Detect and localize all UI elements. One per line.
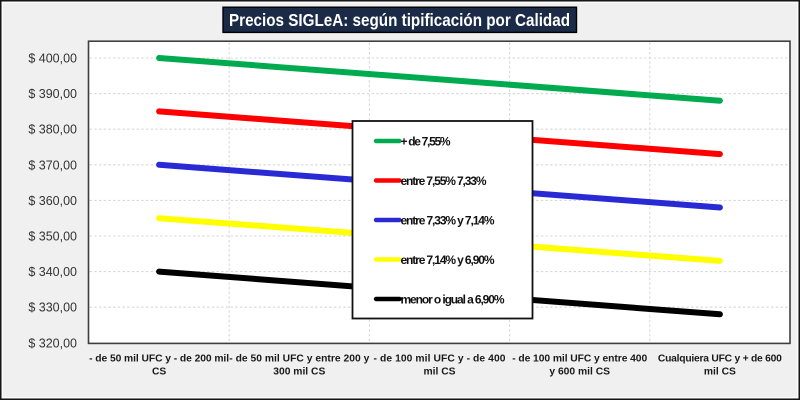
svg-text:mil CS: mil CS bbox=[423, 366, 455, 377]
svg-text:$ 390,00: $ 390,00 bbox=[28, 87, 77, 101]
svg-text:CS: CS bbox=[152, 366, 166, 377]
svg-text:mil CS: mil CS bbox=[704, 366, 736, 377]
svg-text:- de 100 mil UFC y entre 400: - de 100 mil UFC y entre 400 bbox=[512, 354, 647, 365]
svg-text:Cualquiera UFC y + de 600: Cualquiera UFC y + de 600 bbox=[658, 354, 782, 365]
svg-text:$ 330,00: $ 330,00 bbox=[28, 301, 77, 315]
svg-text:$ 360,00: $ 360,00 bbox=[28, 194, 77, 208]
svg-text:- de 50 mil UFC y entre 200 y: - de 50 mil UFC y entre 200 y bbox=[229, 354, 369, 365]
svg-text:- de 50 mil UFC y - de 200 mil: - de 50 mil UFC y - de 200 mil bbox=[89, 354, 229, 365]
svg-text:+ de 7,55%: + de 7,55% bbox=[401, 134, 451, 148]
svg-text:entre 7,14% y 6,90%: entre 7,14% y 6,90% bbox=[401, 253, 495, 267]
svg-text:menor o igual a 6,90%: menor o igual a 6,90% bbox=[401, 292, 505, 306]
svg-text:- de 100 mil UFC y - de 400: - de 100 mil UFC y - de 400 bbox=[374, 354, 506, 365]
svg-text:$ 380,00: $ 380,00 bbox=[28, 123, 77, 137]
svg-text:Precios SIGLeA: según tipifica: Precios SIGLeA: según tipificación por C… bbox=[229, 10, 570, 30]
svg-text:entre 7,33% y 7,14%: entre 7,33% y 7,14% bbox=[401, 213, 495, 227]
svg-text:$ 400,00: $ 400,00 bbox=[28, 52, 77, 66]
svg-text:$ 320,00: $ 320,00 bbox=[28, 336, 77, 350]
svg-text:300 mil CS: 300 mil CS bbox=[273, 366, 325, 377]
svg-text:$ 370,00: $ 370,00 bbox=[28, 158, 77, 172]
svg-text:entre 7,55% 7,33%: entre 7,55% 7,33% bbox=[401, 174, 487, 188]
svg-text:y 600 mil CS: y 600 mil CS bbox=[549, 366, 610, 377]
svg-text:$ 350,00: $ 350,00 bbox=[28, 230, 77, 244]
svg-text:$ 340,00: $ 340,00 bbox=[28, 265, 77, 279]
